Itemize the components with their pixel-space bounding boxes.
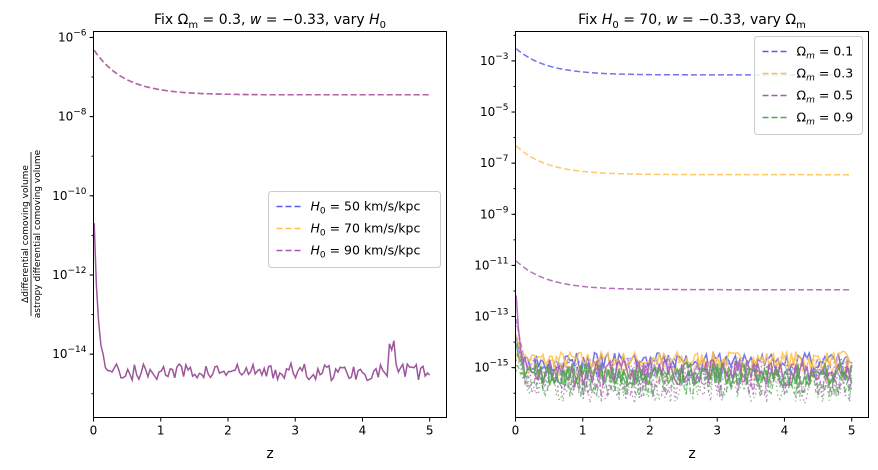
right-plot-frame bbox=[515, 31, 869, 418]
y-tick-label: 10−12 bbox=[52, 266, 86, 282]
x-tick-label: 1 bbox=[157, 424, 165, 438]
legend-label: H0 = 70 km/s/kpc bbox=[311, 221, 421, 239]
residual-line bbox=[515, 342, 853, 389]
residual-dotted-line bbox=[515, 356, 853, 403]
x-tick-label: 4 bbox=[781, 424, 789, 438]
x-tick-label: 0 bbox=[90, 424, 98, 438]
left-plot-frame bbox=[93, 31, 447, 418]
residual-line bbox=[93, 223, 431, 383]
x-tick-label: 5 bbox=[848, 424, 856, 438]
y-tick-label: 10−14 bbox=[52, 345, 87, 361]
y-tick-label: 10−6 bbox=[58, 28, 87, 44]
right-chart-title: Fix H0 = 70, w = −0.33, vary Ωm bbox=[578, 12, 806, 31]
x-tick-label: 5 bbox=[426, 424, 434, 438]
series-line bbox=[515, 260, 852, 291]
y-tick-label: 10−8 bbox=[58, 108, 87, 124]
left-x-axis-label: z bbox=[266, 446, 273, 462]
y-label-numerator: Δdifferential comoving volume bbox=[21, 165, 31, 303]
legend-label: H0 = 50 km/s/kpc bbox=[311, 199, 421, 217]
y-tick-label: 10−5 bbox=[480, 103, 509, 119]
legend-box bbox=[268, 191, 441, 268]
x-tick-label: 2 bbox=[646, 424, 654, 438]
left-legend: H0 = 50 km/s/kpc H0 = 70 km/s/kpc H0 = 90 … bbox=[268, 191, 441, 268]
x-tick-label: 3 bbox=[713, 424, 721, 438]
right-x-axis-label: z bbox=[688, 446, 695, 462]
residual-dashed-line bbox=[515, 364, 853, 398]
y-tick-label: 10−13 bbox=[474, 308, 508, 324]
right-legend: Ωm = 0.1 Ωm = 0.3 Ωm = 0.5 Ωm = 0.9 bbox=[754, 36, 863, 135]
series-line bbox=[93, 49, 430, 96]
legend-label: Ωm = 0.5 bbox=[797, 88, 854, 106]
x-tick-label: 1 bbox=[579, 424, 587, 438]
x-tick-label: 0 bbox=[512, 424, 520, 438]
y-tick-label: 10−7 bbox=[480, 154, 509, 170]
y-tick-label: 10−15 bbox=[474, 359, 508, 375]
y-tick-label: 10−3 bbox=[480, 52, 509, 68]
legend-box bbox=[754, 36, 863, 135]
x-tick-label: 2 bbox=[224, 424, 232, 438]
left-chart-title: Fix Ωm = 0.3, w = −0.33, vary H0 bbox=[154, 12, 386, 31]
legend-label: Ωm = 0.9 bbox=[797, 110, 854, 128]
left-y-axis-label: Δdifferential comoving volume astropy di… bbox=[21, 149, 43, 318]
right-chart: Fix H0 = 70, w = −0.33, vary Ωm 0 1 2 3 4 5 1… bbox=[474, 12, 869, 462]
y-label-denominator: astropy differential comoving volume bbox=[33, 149, 43, 318]
legend-label: H0 = 90 km/s/kpc bbox=[311, 243, 421, 261]
series-line bbox=[93, 49, 430, 96]
y-tick-label: 10−9 bbox=[480, 205, 509, 221]
x-tick-label: 4 bbox=[359, 424, 367, 438]
series-line bbox=[93, 49, 430, 96]
y-tick-label: 10−10 bbox=[52, 187, 87, 203]
legend-label: Ωm = 0.1 bbox=[797, 44, 854, 62]
series-line bbox=[515, 145, 852, 176]
x-tick-label: 3 bbox=[291, 424, 299, 438]
y-tick-label: 10−11 bbox=[474, 256, 508, 272]
legend-label: Ωm = 0.3 bbox=[797, 66, 854, 84]
